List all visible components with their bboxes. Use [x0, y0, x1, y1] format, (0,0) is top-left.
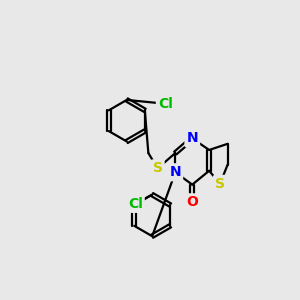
Text: N: N	[169, 165, 181, 179]
Text: O: O	[186, 195, 198, 209]
Text: N: N	[186, 131, 198, 146]
Text: S: S	[153, 161, 163, 176]
Text: Cl: Cl	[158, 97, 173, 111]
Text: S: S	[215, 177, 225, 191]
Text: Cl: Cl	[128, 197, 143, 211]
